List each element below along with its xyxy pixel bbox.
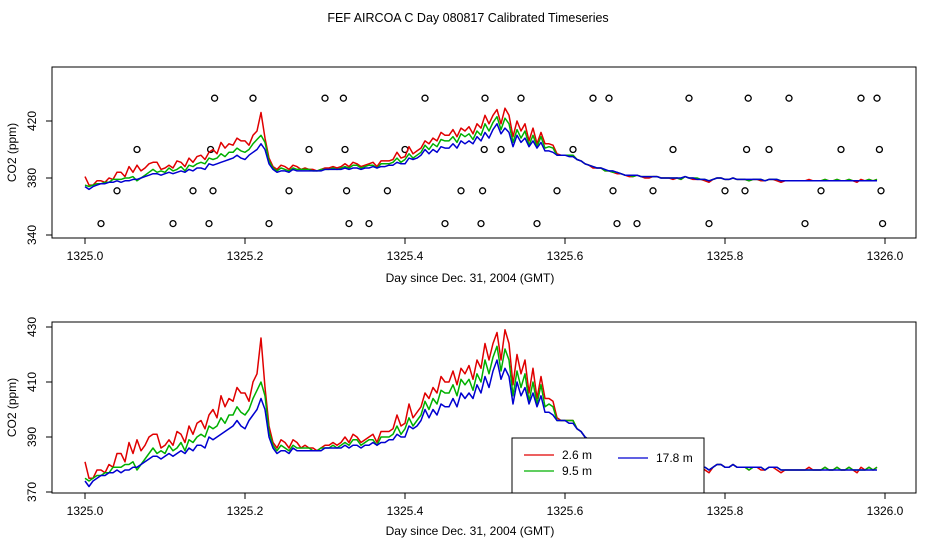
top-series-line-17.8m [84, 123, 877, 191]
top-marker-point [457, 187, 465, 195]
bottom-x-axis: 1325.0 1325.2 1325.4 1325.6 1325.8 1326.0 [67, 493, 904, 518]
top-marker-point [205, 219, 213, 228]
top-marker-point [265, 219, 273, 228]
top-x-tick-label: 1325.0 [67, 249, 104, 263]
top-x-tick-label: 1325.2 [227, 249, 264, 263]
bottom-y-tick-label: 410 [25, 372, 39, 392]
top-x-tick-label: 1325.8 [707, 249, 744, 263]
top-marker-point [345, 219, 353, 228]
top-panel: 340 380 420 1325.0 1325.2 1325.4 1325.6 1325.8… [5, 66, 917, 285]
top-marker-point [189, 187, 197, 195]
top-marker-point [669, 145, 677, 154]
bottom-y-axis-label: CO2 (ppm) [5, 378, 19, 437]
top-marker-point [533, 219, 541, 228]
top-marker-point [113, 187, 121, 195]
top-marker-point [553, 187, 561, 195]
top-marker-point [837, 145, 845, 154]
top-y-tick-label: 420 [25, 111, 39, 131]
top-marker-point [589, 94, 597, 102]
bottom-lines [84, 329, 878, 488]
legend: 2.6 m 9.5 m 17.8 m [511, 437, 705, 494]
top-marker-point [477, 219, 485, 228]
bottom-x-axis-label: Day since Dec. 31, 2004 (GMT) [386, 524, 555, 538]
top-x-tick-label: 1325.6 [547, 249, 584, 263]
top-marker-point [478, 187, 487, 195]
legend-label-9.5m: 9.5 m [562, 464, 592, 478]
bottom-y-tick-label: 370 [25, 482, 39, 502]
top-marker-point [817, 187, 825, 195]
top-marker-point [742, 145, 751, 154]
top-x-axis: 1325.0 1325.2 1325.4 1325.6 1325.8 1326.0 [67, 238, 904, 263]
top-y-tick-label: 340 [25, 225, 39, 245]
top-marker-point [649, 187, 657, 195]
top-marker-point [765, 145, 773, 154]
top-marker-point [705, 219, 713, 228]
top-marker-point [785, 94, 793, 102]
legend-label-17.8m: 17.8 m [656, 451, 693, 465]
bottom-x-tick-label: 1325.2 [227, 504, 264, 518]
top-markers [97, 94, 887, 228]
bottom-x-tick-label: 1325.0 [67, 504, 104, 518]
top-marker-point [744, 94, 752, 102]
top-marker-point [857, 94, 865, 102]
top-lines [84, 107, 878, 191]
top-marker-point [605, 94, 613, 102]
top-y-axis-label: CO2 (ppm) [5, 123, 19, 182]
bottom-plot-frame [51, 321, 917, 494]
top-marker-point [341, 145, 349, 154]
top-marker-point [613, 219, 621, 228]
bottom-y-tick-label: 430 [25, 317, 39, 337]
top-marker-point [875, 145, 884, 154]
top-marker-point [741, 187, 749, 195]
bottom-series-line-17.8m [84, 359, 877, 488]
top-marker-point [873, 94, 881, 102]
top-marker-point [305, 145, 313, 154]
top-marker-point [878, 219, 887, 228]
legend-box [511, 437, 705, 494]
top-marker-point [321, 94, 329, 102]
top-marker-point [497, 145, 505, 154]
top-marker-point [210, 94, 219, 102]
top-marker-point [685, 94, 693, 102]
top-marker-point [801, 219, 809, 228]
top-marker-point [339, 94, 348, 102]
top-marker-point [609, 187, 617, 195]
top-marker-point [721, 187, 729, 195]
top-y-tick-label: 380 [25, 168, 39, 188]
top-marker-point [517, 94, 525, 102]
top-marker-point [249, 94, 257, 102]
top-marker-point [441, 219, 449, 228]
top-x-tick-label: 1325.4 [387, 249, 424, 263]
top-marker-point [421, 94, 429, 102]
top-marker-point [383, 187, 392, 195]
top-plot-frame [51, 66, 917, 239]
top-marker-point [169, 219, 177, 228]
bottom-x-tick-label: 1325.4 [387, 504, 424, 518]
top-marker-point [285, 187, 293, 195]
top-marker-point [481, 94, 489, 102]
bottom-x-tick-label: 1325.6 [547, 504, 584, 518]
top-marker-point [209, 187, 217, 195]
top-y-axis: 340 380 420 [25, 111, 52, 245]
top-marker-point [569, 145, 577, 154]
top-marker-point [480, 145, 488, 154]
bottom-x-tick-label: 1326.0 [867, 504, 904, 518]
top-marker-point [133, 145, 141, 154]
top-marker-point [365, 219, 373, 228]
top-marker-point [97, 219, 105, 228]
legend-label-2.6m: 2.6 m [562, 448, 592, 462]
bottom-y-tick-label: 390 [25, 427, 39, 447]
top-marker-point [342, 187, 351, 195]
top-x-axis-label: Day since Dec. 31, 2004 (GMT) [386, 271, 555, 285]
top-x-tick-label: 1326.0 [867, 249, 904, 263]
bottom-x-tick-label: 1325.8 [707, 504, 744, 518]
figure-title: FEF AIRCOA C Day 080817 Calibrated Times… [327, 11, 608, 25]
top-marker-point [633, 219, 641, 228]
top-marker-point [877, 187, 885, 195]
bottom-y-axis: 370 390 410 430 [25, 317, 52, 502]
